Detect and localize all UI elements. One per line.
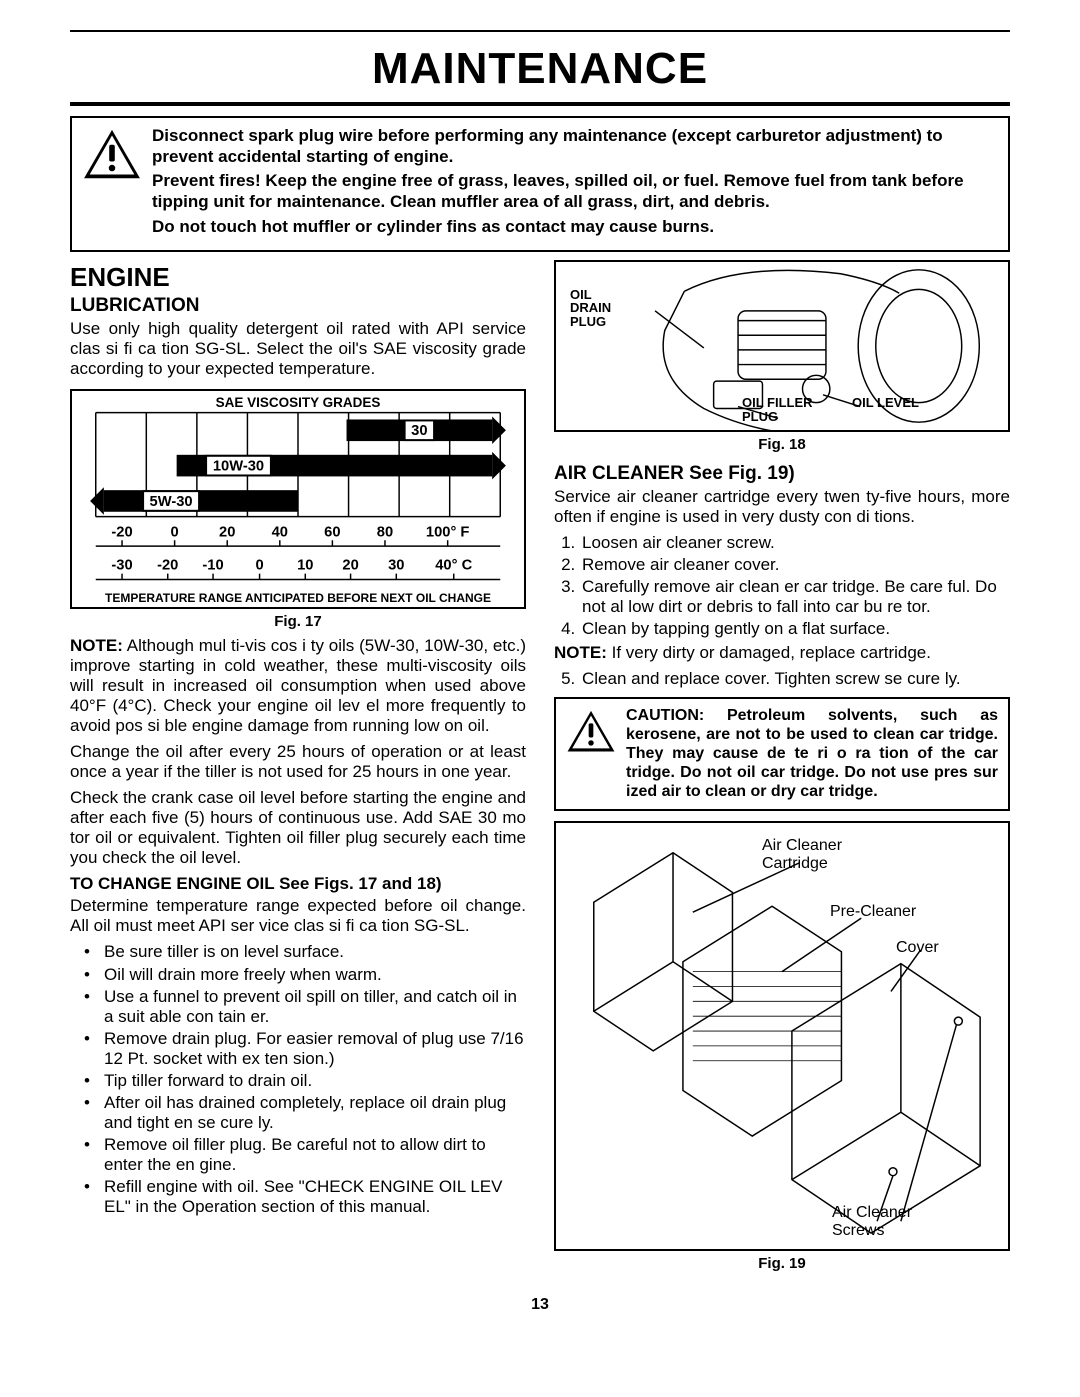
caution-icon [566,709,616,755]
svg-text:80: 80 [377,524,393,540]
air-cleaner-heading: AIR CLEANER See Fig. 19) [554,463,1010,485]
fig18-label-filler: OIL FILLER PLUG [742,396,813,423]
left-column: ENGINE LUBRICATION Use only high quality… [70,260,526,1279]
svg-text:5W-30: 5W-30 [150,494,193,510]
oil-bullet: Use a funnel to prevent oil spill on til… [70,987,526,1027]
viscosity-chart: SAE VISCOSITY GRADES 3010W-305W-30-20020… [70,389,526,609]
svg-text:-20: -20 [111,524,132,540]
svg-text:-30: -30 [111,558,132,574]
fig17-caption: Fig. 17 [70,613,526,630]
fig18-illustration: OIL DRAIN PLUG OIL FILLER PLUG OIL LEVEL [554,260,1010,432]
svg-text:100° F: 100° F [426,524,470,540]
chart-footer: TEMPERATURE RANGE ANTICIPATED BEFORE NEX… [72,591,524,605]
note1-text: Although mul ti-vis cos i ty oils (5W-30… [70,636,526,735]
fig19-caption: Fig. 19 [554,1255,1010,1272]
oil-bullet: After oil has drained completely, replac… [70,1093,526,1133]
warning-p1: Disconnect spark plug wire before perfor… [152,126,998,167]
air-cleaner-p: Service air cleaner cartridge every twen… [554,487,1010,527]
warning-p3: Do not touch hot muffler or cylinder fin… [152,217,998,238]
oil-bullet: Tip tiller forward to drain oil. [70,1071,526,1091]
svg-text:-20: -20 [157,558,178,574]
p-det: Determine temperature range expected bef… [70,896,526,936]
top-rule [70,30,1010,32]
fig19-illustration: Air Cleaner Cartridge Pre-Cleaner Cover … [554,821,1010,1251]
air-note-text: If very dirty or damaged, replace cartri… [607,643,931,662]
note1-label: NOTE: [70,636,123,655]
page-title: MAINTENANCE [372,40,708,100]
caution-box: CAUTION: Petroleum solvents, such as ker… [554,697,1010,811]
columns: ENGINE LUBRICATION Use only high quality… [70,260,1010,1279]
lubrication-intro: Use only high quality detergent oil rate… [70,319,526,379]
right-column: OIL DRAIN PLUG OIL FILLER PLUG OIL LEVEL… [554,260,1010,1279]
svg-text:60: 60 [324,524,340,540]
warning-text: Disconnect spark plug wire before perfor… [152,126,998,242]
fig19-label-precleaner: Pre-Cleaner [830,903,916,921]
svg-text:0: 0 [171,524,179,540]
fig18-caption: Fig. 18 [554,436,1010,453]
chart-svg: 30 10W-30 5W-30 -20 0 20 40 60 80 100° F -30 -20 -10… [72,391,524,607]
air-note-label: NOTE: [554,643,607,662]
fig19-svg [556,823,1008,1249]
oil-bullet: Refill engine with oil. See "CHECK ENGIN… [70,1177,526,1217]
p-change: Change the oil after every 25 hours of o… [70,742,526,782]
air-step: Loosen air cleaner screw. [580,533,1010,553]
air-cleaner-step5: Clean and replace cover. Tighten screw s… [580,669,1010,689]
oil-change-bullets: Be sure tiller is on level surface. Oil w… [70,942,526,1217]
svg-text:30: 30 [388,558,404,574]
svg-text:20: 20 [219,524,235,540]
engine-heading: ENGINE [70,262,526,293]
air-cleaner-step5-list: Clean and replace cover. Tighten screw s… [554,669,1010,689]
title-rule [70,102,1010,106]
fig18-label-drain: OIL DRAIN PLUG [570,288,611,329]
fig19-label-screws: Air Cleaner Screws [832,1204,912,1239]
svg-text:10W-30: 10W-30 [213,458,264,474]
air-note: NOTE: If very dirty or damaged, replace … [554,643,1010,663]
caution-text: CAUTION: Petroleum solvents, such as ker… [626,707,998,801]
oil-bullet: Be sure tiller is on level surface. [70,942,526,962]
fig19-label-cover: Cover [896,939,939,957]
fig18-label-level: OIL LEVEL [852,396,919,410]
page-number: 13 [70,1296,1010,1314]
svg-text:20: 20 [342,558,358,574]
note1: NOTE: Although mul ti-vis cos i ty oils … [70,636,526,736]
warning-icon [82,128,142,182]
h-change: TO CHANGE ENGINE OIL See Figs. 17 and 18… [70,874,526,894]
title-wrap: MAINTENANCE [70,40,1010,100]
oil-bullet: Remove oil filler plug. Be careful not t… [70,1135,526,1175]
oil-bullet: Oil will drain more freely when warm. [70,965,526,985]
p-check: Check the crank case oil level before st… [70,788,526,868]
air-cleaner-steps: Loosen air cleaner screw.Remove air clea… [554,533,1010,639]
svg-text:-10: -10 [202,558,223,574]
svg-text:10: 10 [297,558,313,574]
fig19-label-cartridge: Air Cleaner Cartridge [762,837,842,872]
warning-box: Disconnect spark plug wire before perfor… [70,116,1010,252]
svg-text:40° C: 40° C [435,558,472,574]
warning-p2: Prevent fires! Keep the engine free of g… [152,171,998,212]
air-step: Remove air cleaner cover. [580,555,1010,575]
svg-text:40: 40 [272,524,288,540]
air-step: Clean by tapping gently on a flat surfac… [580,619,1010,639]
lubrication-heading: LUBRICATION [70,295,526,317]
svg-text:0: 0 [255,558,263,574]
svg-text:30: 30 [411,423,427,439]
air-step: Carefully remove air clean er car tridge… [580,577,1010,617]
oil-bullet: Remove drain plug. For easier removal of… [70,1029,526,1069]
